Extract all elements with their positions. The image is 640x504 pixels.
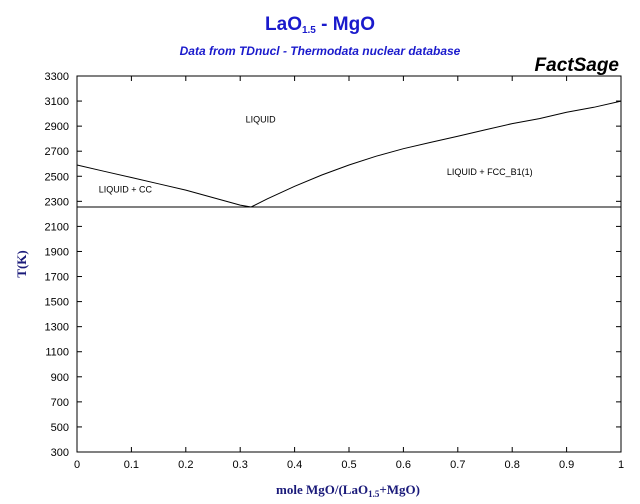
- x-tick-label: 0.9: [559, 459, 574, 471]
- x-axis-ticks: 0 0.1 0.2 0.3 0.4 0.5 0.6 0.7 0.8 0.9 1: [74, 76, 624, 471]
- y-tick-label: 900: [51, 372, 69, 384]
- y-tick-label: 2900: [45, 121, 69, 133]
- y-tick-label: 1100: [45, 347, 69, 359]
- y-tick-label: 3100: [45, 96, 69, 108]
- chart-subtitle: Data from TDnucl - Thermodata nuclear da…: [179, 44, 461, 58]
- x-tick-label: 0.8: [505, 459, 520, 471]
- factsage-logo-text: FactSage: [534, 55, 619, 76]
- chart-title-subscript: 1.5: [301, 25, 316, 36]
- y-tick-label: 1300: [45, 322, 69, 334]
- region-labels: LIQUID LIQUID + CC LIQUID + FCC_B1(1): [99, 114, 533, 194]
- y-tick-label: 2100: [45, 221, 69, 233]
- x-tick-label: 0.4: [287, 459, 302, 471]
- x-tick-label: 0.2: [178, 459, 193, 471]
- y-tick-label: 700: [51, 397, 69, 409]
- y-tick-label: 1700: [45, 272, 69, 284]
- y-axis-ticks: 300 500 700 900 1100 1300 1500 1700 1900 2100 2300…: [45, 71, 621, 459]
- y-tick-label: 2300: [45, 196, 69, 208]
- x-tick-label: 0.7: [450, 459, 465, 471]
- x-tick-label: 1: [618, 459, 624, 471]
- y-tick-label: 2700: [45, 146, 69, 158]
- region-label: LIQUID + CC: [99, 185, 153, 195]
- region-label: LIQUID: [246, 114, 277, 124]
- x-axis-title-pre: mole MgO/(LaO: [276, 482, 368, 497]
- chart-title-main: LaO: [265, 14, 302, 35]
- phase-boundary-line-2: [250, 100, 622, 208]
- chart-title-tail: - MgO: [315, 14, 375, 35]
- y-tick-label: 2500: [45, 171, 69, 183]
- x-tick-label: 0: [74, 459, 80, 471]
- chart-title: LaO1.5 - MgO: [0, 14, 640, 36]
- y-tick-label: 3300: [45, 71, 69, 83]
- x-axis-title-post: +MgO): [379, 482, 420, 497]
- x-tick-label: 0.5: [341, 459, 356, 471]
- phase-boundary-lines: [76, 100, 622, 208]
- y-tick-label: 1900: [45, 246, 69, 258]
- y-tick-label: 1500: [45, 297, 69, 309]
- y-tick-label: 500: [51, 422, 69, 434]
- plot-frame: [76, 75, 622, 453]
- x-axis-title-subscript: 1.5: [368, 489, 380, 499]
- x-tick-label: 0.3: [233, 459, 248, 471]
- x-tick-label: 0.6: [396, 459, 411, 471]
- x-axis-title: mole MgO/(LaO1.5+MgO): [276, 482, 420, 499]
- x-tick-label: 0.1: [124, 459, 139, 471]
- y-axis-title: T(K): [14, 250, 29, 277]
- y-tick-label: 300: [51, 447, 69, 459]
- region-label: LIQUID + FCC_B1(1): [447, 167, 533, 177]
- phase-boundary-line-1: [76, 164, 252, 208]
